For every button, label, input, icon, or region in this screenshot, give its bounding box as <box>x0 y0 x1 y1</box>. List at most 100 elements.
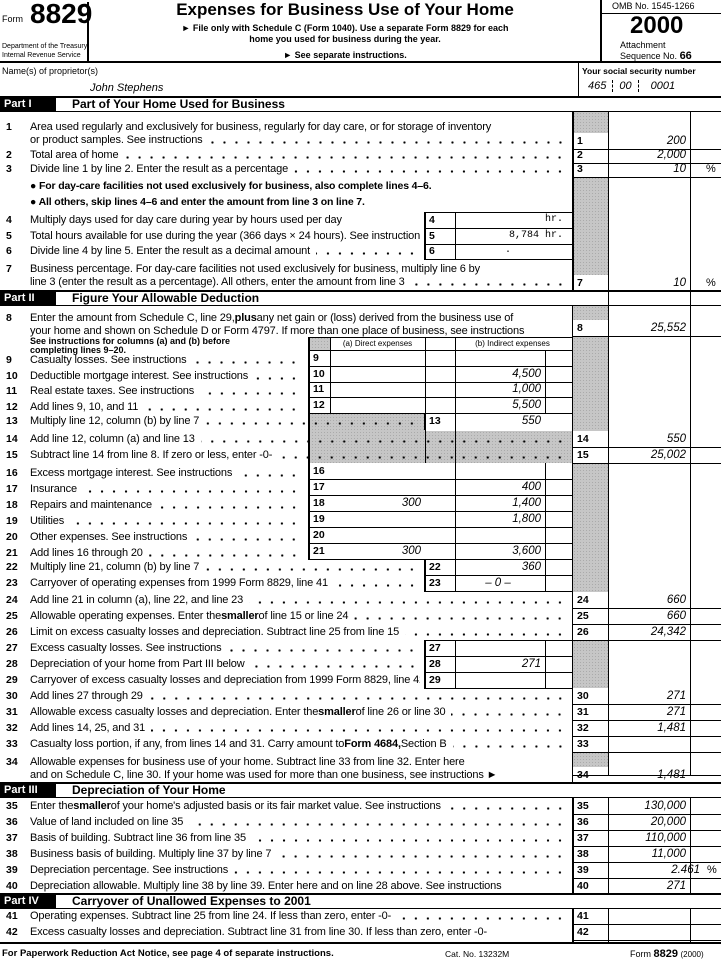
shaded-area <box>573 640 608 688</box>
ssn-field[interactable]: 465 00 0001 <box>588 80 675 92</box>
leader-dots <box>148 697 566 700</box>
line-2-amount-field[interactable]: 2,000 <box>657 149 686 161</box>
part-title: Carryover of Unallowed Expenses to 2001 <box>72 894 311 908</box>
part-3-header: Part III Depreciation of Your Home <box>0 782 721 798</box>
text-segment: Allowable excess casualty losses and dep… <box>30 706 319 718</box>
line-18-indirect-field[interactable]: 1,400 <box>512 497 541 509</box>
line-30-amount-field[interactable]: 271 <box>666 690 686 702</box>
ssn-part-2: 00 <box>619 80 632 92</box>
box-number: 11 <box>313 383 325 395</box>
leader-dots <box>452 745 566 748</box>
text-segment: Divide line 4 by line 5. Enter the resul… <box>30 245 311 257</box>
line-38-amount-field[interactable]: 11,000 <box>651 848 686 860</box>
line-8-amount-field[interactable]: 25,552 <box>650 322 686 334</box>
line-36-amount-field[interactable]: 20,000 <box>650 816 686 828</box>
text-segment: Multiply line 21, column (b) by line 7 <box>30 561 200 573</box>
rule <box>424 228 426 245</box>
box-number: 7 <box>577 277 583 289</box>
line-24-amount-field[interactable]: 660 <box>666 594 686 606</box>
line-40-text: Depreciation allowable. Multiply line 38… <box>30 880 568 892</box>
line-3-text: Divide line 1 by line 2. Enter the resul… <box>30 163 568 175</box>
line-32-amount-field[interactable]: 1,481 <box>657 722 686 734</box>
line-13-text: Multiply line 12, column (b) by line 7 <box>30 415 420 427</box>
text-segment: Add lines 14, 25, and 31 <box>30 722 146 734</box>
line-28-amount-field[interactable]: 271 <box>521 658 541 670</box>
proprietor-name-field[interactable]: John Stephens <box>90 82 164 94</box>
form-instruction-3: ► See separate instructions. <box>283 50 407 60</box>
line-26-amount-field[interactable]: 24,342 <box>650 626 686 638</box>
line-35-amount-field[interactable]: 130,000 <box>644 800 686 812</box>
line-25-amount-field[interactable]: 660 <box>666 610 686 622</box>
line-number: 1 <box>6 121 12 133</box>
text-segment: and on Schedule C, line 30. If your home… <box>30 769 498 781</box>
shaded-area <box>573 306 608 320</box>
line-40-amount-field[interactable]: 271 <box>666 880 686 892</box>
line-11-indirect-field[interactable]: 1,000 <box>512 383 541 395</box>
line-6-amount-field[interactable]: . <box>504 245 511 256</box>
line-1-amount-field[interactable]: 200 <box>666 135 686 147</box>
leader-dots <box>254 377 300 380</box>
line-number: 15 <box>6 449 18 461</box>
line-23-amount-field[interactable]: – 0 – <box>485 577 511 589</box>
line-19-indirect-field[interactable]: 1,800 <box>512 513 541 525</box>
text-segment: Excess casualty losses. See instructions <box>30 642 222 654</box>
line-6-text: Divide line 4 by line 5. Enter the resul… <box>30 245 420 257</box>
line-5-text: Total hours available for use during the… <box>30 230 420 242</box>
line-31-amount-field[interactable]: 271 <box>666 706 686 718</box>
box-number: 23 <box>429 577 441 589</box>
leader-dots <box>205 568 418 571</box>
line-7-amount-field[interactable]: 10 <box>673 277 686 289</box>
rule <box>308 495 572 496</box>
rule <box>424 640 426 657</box>
line-number: 30 <box>6 690 18 702</box>
line-37-amount-field[interactable]: 110,000 <box>645 832 686 844</box>
columns-note-line: completing lines 9–20. <box>30 344 127 355</box>
line-21-indirect-field[interactable]: 3,600 <box>512 545 541 557</box>
text-segment: Add lines 27 through 29 <box>30 690 143 702</box>
line-37-text: Basis of building. Subtract line 36 from… <box>30 832 568 844</box>
rule <box>545 350 546 413</box>
line-22-amount-field[interactable]: 360 <box>521 561 541 573</box>
line-20-text: Other expenses. See instructions <box>30 531 302 543</box>
line-8-text: your home and shown on Schedule D or For… <box>30 325 568 337</box>
line-15-amount-field[interactable]: 25,002 <box>650 449 686 461</box>
rule <box>455 575 456 591</box>
line-21-direct-field[interactable]: 300 <box>401 545 421 557</box>
box-number: 18 <box>313 497 325 509</box>
rule <box>690 798 691 893</box>
text-segment: Casualty losses. See instructions <box>30 354 187 366</box>
box-number: 28 <box>429 658 441 670</box>
line-number: 12 <box>6 401 18 413</box>
bullet-note-1: ● For day-care facilities not used exclu… <box>30 180 432 192</box>
box-number: 41 <box>577 910 589 922</box>
line-17-text: Insurance <box>30 483 302 495</box>
line-number: 14 <box>6 433 18 445</box>
leader-dots <box>354 617 566 620</box>
line-5-amount-field[interactable]: 8,784 <box>508 230 539 241</box>
text-segment: of line 15 or line 24 <box>258 610 349 622</box>
line-3-amount-field[interactable]: 10 <box>673 163 686 175</box>
line-17-indirect-field[interactable]: 400 <box>521 481 541 493</box>
line-13-amount-field[interactable]: 550 <box>521 415 541 427</box>
box-number: 14 <box>577 433 589 445</box>
line-number: 32 <box>6 722 18 734</box>
unit-label: hr. <box>545 230 564 241</box>
line-14-amount-field[interactable]: 550 <box>666 433 686 445</box>
form-title: Expenses for Business Use of Your Home <box>176 0 514 19</box>
rule <box>455 640 456 656</box>
text-segment: Area used regularly and exclusively for … <box>30 121 492 133</box>
rule <box>308 382 572 383</box>
box-number: 40 <box>577 880 589 892</box>
rule <box>424 228 572 229</box>
line-15-text: Subtract line 14 from line 8. If zero or… <box>30 449 568 461</box>
line-39-amount-field[interactable]: 2.461 <box>671 864 700 876</box>
text-segment: Allowable operating expenses. Enter the <box>30 610 222 622</box>
part-title: Depreciation of Your Home <box>72 783 226 797</box>
rule <box>424 243 426 260</box>
text-segment: smaller <box>73 800 111 812</box>
line-18-direct-field[interactable]: 300 <box>401 497 421 509</box>
box-number: 37 <box>577 832 589 844</box>
catalog-number: Cat. No. 13232M <box>445 949 510 959</box>
line-10-indirect-field[interactable]: 4,500 <box>512 368 541 380</box>
line-12-indirect-field[interactable]: 5,500 <box>512 399 541 411</box>
